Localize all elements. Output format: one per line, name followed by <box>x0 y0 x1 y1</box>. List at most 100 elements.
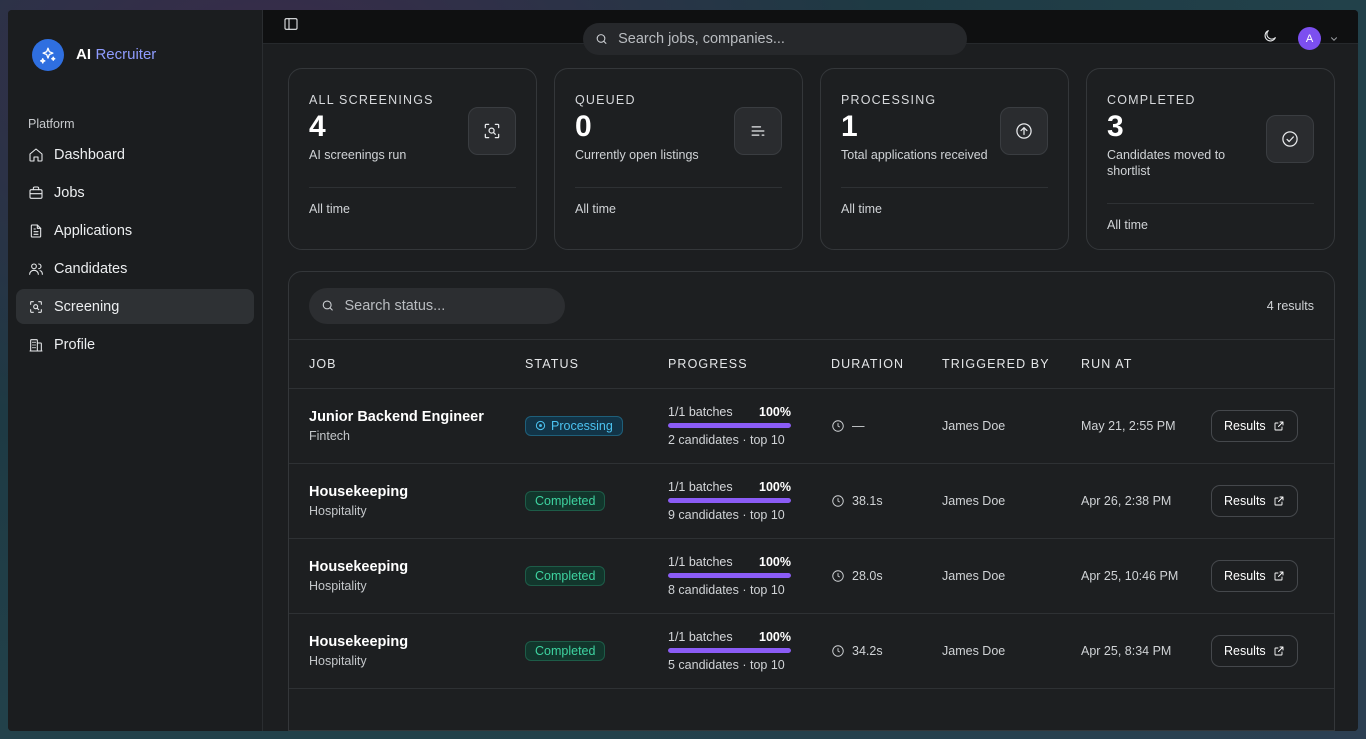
duration-value: — <box>852 418 865 433</box>
candidates-text: 9 candidates · top 10 <box>668 507 785 522</box>
column-header-progress[interactable]: PROGRESS <box>668 340 831 389</box>
check-circle-icon <box>1266 115 1314 163</box>
results-button[interactable]: Results <box>1211 484 1298 517</box>
column-header-actions <box>1211 340 1334 389</box>
clock-icon <box>832 419 844 432</box>
results-button-label: Results <box>1224 568 1266 583</box>
clock-icon <box>832 644 844 657</box>
status-search-input[interactable] <box>344 297 553 314</box>
global-search[interactable] <box>583 23 967 55</box>
results-button[interactable]: Results <box>1211 409 1298 442</box>
table-row[interactable]: Junior Backend Engineer Fintech Processin… <box>289 388 1334 464</box>
sidebar-item-profile[interactable]: Profile <box>16 327 254 362</box>
batches-text: 1/1 batches <box>668 404 733 419</box>
sidebar-item-candidates[interactable]: Candidates <box>16 251 254 286</box>
stat-value: 1 <box>841 110 858 143</box>
stat-value: 0 <box>575 110 592 143</box>
sidebar-toggle-button[interactable] <box>283 16 299 37</box>
job-company: Hospitality <box>309 503 367 518</box>
results-count: 4 results <box>1266 298 1314 313</box>
progress-bar <box>668 422 791 428</box>
topbar-actions: A <box>1262 27 1339 50</box>
clock-icon <box>832 569 844 582</box>
progress-fill <box>668 497 791 503</box>
app-window: AI Recruiter Platform Dashboard Jobs App… <box>8 10 1358 731</box>
progress-fill <box>668 422 791 428</box>
brand-name: AI <box>76 46 91 63</box>
stats-row: ALL SCREENINGS 4 AI screenings run All t… <box>288 68 1335 250</box>
results-button[interactable]: Results <box>1211 634 1298 667</box>
divider <box>841 187 1048 188</box>
main-area: A ALL SCREENINGS 4 AI screenings run All… <box>263 10 1358 731</box>
search-icon <box>322 300 333 311</box>
triggered-by: James Doe <box>942 538 1081 614</box>
search-icon <box>596 34 607 44</box>
job-title[interactable]: Housekeeping <box>309 633 409 650</box>
run-at: Apr 26, 2:38 PM <box>1081 463 1211 539</box>
sidebar-item-screening[interactable]: Screening <box>16 289 254 324</box>
sparkle-logo-icon <box>32 39 64 71</box>
sidebar-item-label: Profile <box>54 336 96 353</box>
sidebar: AI Recruiter Platform Dashboard Jobs App… <box>8 10 263 731</box>
job-title[interactable]: Junior Backend Engineer <box>309 408 484 425</box>
status-badge: Completed <box>525 640 606 661</box>
column-header-triggered-by[interactable]: TRIGGERED BY <box>942 340 1081 389</box>
sidebar-item-jobs[interactable]: Jobs <box>16 175 254 210</box>
sidebar-item-label: Applications <box>54 222 133 239</box>
status-text: Completed <box>535 493 596 508</box>
job-company: Hospitality <box>309 653 367 668</box>
duration-value: 28.0s <box>852 568 883 583</box>
moon-icon <box>1264 30 1276 42</box>
job-title[interactable]: Housekeeping <box>309 558 409 575</box>
stat-footer: All time <box>575 202 616 216</box>
results-button[interactable]: Results <box>1211 559 1298 592</box>
progress-percent: 100% <box>759 629 791 644</box>
run-at: May 21, 2:55 PM <box>1081 388 1211 464</box>
status-badge: Completed <box>525 565 606 586</box>
stat-card-queued: QUEUED 0 Currently open listings All tim… <box>554 68 803 250</box>
status-text: Completed <box>535 643 596 658</box>
theme-toggle-button[interactable] <box>1262 28 1278 49</box>
table-toolbar: 4 results <box>289 272 1334 340</box>
results-button-label: Results <box>1224 493 1266 508</box>
progress-percent: 100% <box>759 404 791 419</box>
brand[interactable]: AI Recruiter <box>16 10 254 100</box>
column-header-duration[interactable]: DURATION <box>831 340 942 389</box>
job-title[interactable]: Housekeeping <box>309 483 409 500</box>
upload-circle-icon <box>1000 107 1048 155</box>
divider <box>575 187 782 188</box>
stat-label: COMPLETED <box>1107 93 1196 107</box>
results-button-label: Results <box>1224 418 1266 433</box>
briefcase-icon <box>29 185 43 199</box>
stat-footer: All time <box>1107 218 1148 232</box>
triggered-by: James Doe <box>942 388 1081 464</box>
table-row[interactable]: Housekeeping Hospitality Completed 1/1 ba… <box>289 538 1334 614</box>
list-icon <box>734 107 782 155</box>
stat-label: ALL SCREENINGS <box>309 93 434 107</box>
status-badge: Completed <box>525 490 606 511</box>
stat-description: Currently open listings <box>575 148 699 162</box>
divider <box>309 187 516 188</box>
triggered-by: James Doe <box>942 463 1081 539</box>
screenings-table: JOB STATUS PROGRESS DURATION TRIGGERED B… <box>289 340 1334 689</box>
document-icon <box>30 223 42 238</box>
table-row[interactable]: Housekeeping Hospitality Completed 1/1 ba… <box>289 463 1334 539</box>
column-header-run-at[interactable]: RUN AT <box>1081 340 1211 389</box>
progress-fill <box>668 572 791 578</box>
sidebar-item-applications[interactable]: Applications <box>16 213 254 248</box>
building-icon <box>29 338 43 352</box>
external-link-icon <box>1274 646 1284 655</box>
table-row[interactable]: Housekeeping Hospitality Completed 1/1 ba… <box>289 613 1334 689</box>
progress-bar <box>668 497 791 503</box>
duration-value: 34.2s <box>852 643 883 658</box>
batches-text: 1/1 batches <box>668 479 733 494</box>
status-badge: Processing <box>525 415 623 436</box>
column-header-status[interactable]: STATUS <box>525 340 668 389</box>
status-search[interactable] <box>309 287 565 324</box>
sidebar-item-dashboard[interactable]: Dashboard <box>16 137 254 172</box>
global-search-input[interactable] <box>618 31 955 47</box>
brand-accent: Recruiter <box>95 46 157 63</box>
stat-label: PROCESSING <box>841 93 937 107</box>
user-menu[interactable]: A <box>1298 27 1339 50</box>
column-header-job[interactable]: JOB <box>289 340 525 389</box>
